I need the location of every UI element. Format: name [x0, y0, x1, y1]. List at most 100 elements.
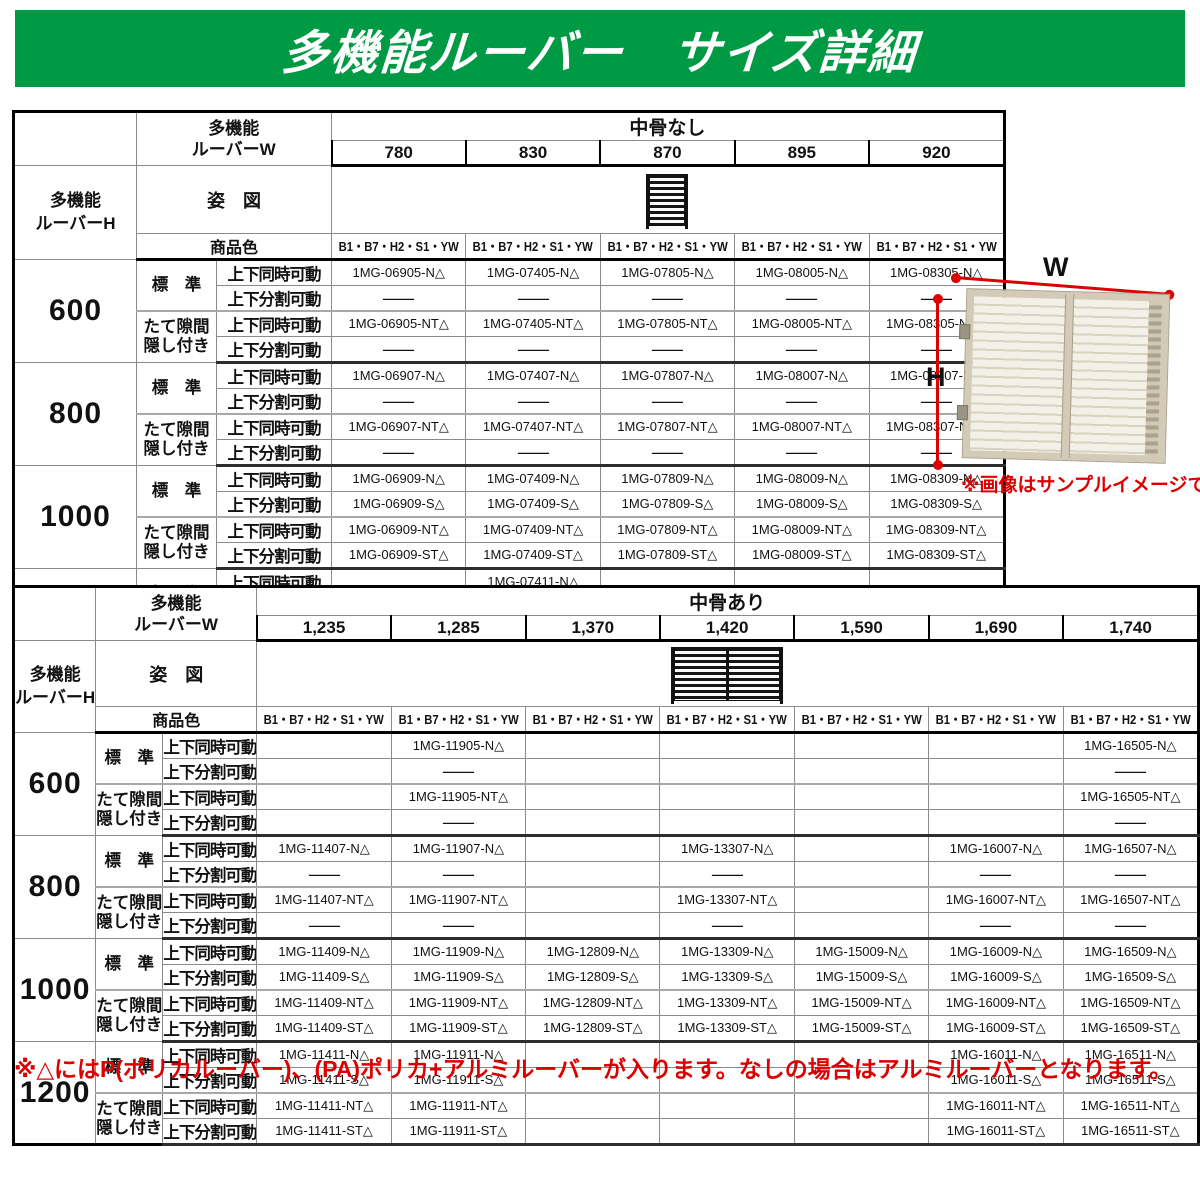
- product-code-cell: 1MG-13309-ST△: [659, 1015, 795, 1043]
- dash-mark: —: [383, 341, 415, 357]
- dash-mark: —: [442, 866, 475, 882]
- product-code-cell: [928, 809, 1064, 837]
- dash-mark: —: [308, 866, 340, 882]
- type-standard-label: 標 準: [95, 1041, 164, 1094]
- product-code-cell: 1MG-16505-NT△: [1062, 783, 1200, 810]
- product-color-label: 商品色: [95, 706, 258, 734]
- product-code-cell: 1MG-11909-N△: [390, 938, 527, 965]
- title-banner: 多機能ルーバー サイズ詳細: [15, 10, 1185, 87]
- product-code-cell: [659, 1092, 795, 1119]
- operation-label: 上下同時可動: [162, 989, 258, 1016]
- product-code-cell: [525, 861, 661, 888]
- product-code-cell: 1MG-07805-N△: [599, 259, 736, 286]
- color-codes: B1・B7・H2・S1・YW: [525, 706, 661, 734]
- product-code-cell: 1MG-08009-S△: [734, 491, 870, 518]
- dash-mark: —: [517, 290, 549, 306]
- product-code-cell: 1MG-16509-ST△: [1062, 1015, 1200, 1043]
- product-code-cell: —: [465, 439, 601, 467]
- product-code-cell: 1MG-07809-S△: [599, 491, 736, 518]
- operation-label: 上下同時可動: [216, 413, 332, 440]
- product-code-cell: [256, 732, 392, 759]
- width-dimension-label: W: [1043, 252, 1069, 282]
- operation-label: 上下分割可動: [162, 1118, 258, 1146]
- product-code-cell: —: [256, 912, 392, 940]
- product-code-cell: [659, 1041, 795, 1068]
- louver-h-line1: 多機能: [50, 191, 101, 211]
- operation-label: 上下同時可動: [162, 732, 258, 759]
- product-code-cell: 1MG-16009-ST△: [928, 1015, 1064, 1043]
- type-gap-line1: たて隙間: [96, 1099, 163, 1118]
- product-code-cell: —: [390, 758, 527, 785]
- product-code-cell: 1MG-11409-N△: [256, 938, 392, 965]
- product-code-cell: [793, 1092, 930, 1119]
- operation-label: 上下分割可動: [162, 1067, 258, 1094]
- operation-label: 上下分割可動: [162, 861, 258, 888]
- corner-blank: [13, 111, 137, 166]
- product-code-cell: [525, 912, 661, 940]
- product-code-cell: 1MG-07405-NT△: [465, 310, 601, 337]
- louver-width-header: 多機能 ルーバーW: [136, 111, 332, 166]
- product-code-cell: 1MG-15009-N△: [793, 938, 930, 965]
- product-code-cell: 1MG-08005-N△: [734, 259, 870, 286]
- product-code-cell: 1MG-08009-N△: [734, 465, 870, 492]
- color-code-text: B1・B7・H2・S1・YW: [741, 240, 862, 254]
- operation-label: 上下分割可動: [162, 912, 258, 940]
- product-code-cell: 1MG-08009-NT△: [734, 516, 870, 543]
- louver-width-header: 多機能 ルーバーW: [95, 586, 258, 641]
- height-dimension-arrow: [932, 294, 943, 470]
- height-dimension-label: H: [926, 362, 946, 392]
- product-code-cell: [928, 732, 1064, 759]
- dash-mark: —: [651, 341, 684, 357]
- type-gap-line2: 隠し付き: [143, 543, 210, 561]
- type-gap-line2: 隠し付き: [96, 810, 163, 828]
- type-gap-hidden-label: たて隙間隠し付き: [136, 310, 217, 363]
- product-code-cell: —: [330, 439, 467, 467]
- product-code-cell: 1MG-13307-N△: [659, 835, 795, 862]
- product-code-cell: [928, 783, 1064, 810]
- color-codes: B1・B7・H2・S1・YW: [256, 706, 392, 734]
- hinge-tab-bottom: [956, 404, 969, 421]
- product-code-cell: [659, 1067, 795, 1094]
- product-code-cell: 1MG-11911-ST△: [390, 1118, 527, 1146]
- product-code-cell: 1MG-16511-ST△: [1062, 1118, 1200, 1146]
- product-code-cell: 1MG-06909-ST△: [330, 542, 467, 570]
- type-gap-line1: たて隙間: [96, 997, 163, 1016]
- product-code-cell: [525, 1041, 661, 1068]
- product-code-cell: [793, 1041, 930, 1068]
- type-standard-label: 標 準: [95, 835, 164, 888]
- type-gap-hidden-label: たて隙間隠し付き: [95, 783, 164, 836]
- height-label: 1200: [12, 1041, 97, 1145]
- product-code-cell: —: [1062, 758, 1200, 785]
- footnote: ※△にはP(ポリカルーバー)、(PA)ポリカ+アルミルーバーが入ります。なしの場…: [14, 1056, 1173, 1082]
- louver-right-frame: [1144, 301, 1163, 456]
- louver-sample-image: [956, 288, 1171, 464]
- operation-label: 上下分割可動: [216, 388, 332, 415]
- type-gap-hidden-label: たて隙間隠し付き: [95, 1092, 164, 1145]
- product-code-cell: 1MG-08007-N△: [734, 362, 870, 389]
- dash-mark: —: [651, 393, 684, 409]
- product-code-cell: 1MG-07407-N△: [465, 362, 601, 389]
- sample-image-block: W H ※画像はサンプルイメージです。: [925, 252, 1200, 497]
- color-code-text: B1・B7・H2・S1・YW: [473, 240, 594, 254]
- type-gap-line1: たて隙間: [143, 524, 210, 543]
- operation-label: 上下同時可動: [162, 886, 258, 913]
- product-code-cell: —: [465, 388, 601, 415]
- operation-label: 上下分割可動: [162, 1015, 258, 1043]
- dash-mark: —: [711, 917, 743, 933]
- product-code-cell: —: [1062, 912, 1200, 940]
- dash-mark: —: [1114, 763, 1146, 779]
- operation-label: 上下分割可動: [162, 809, 258, 837]
- louver-figure-middle-rib: [725, 648, 729, 700]
- product-code-cell: [793, 835, 930, 862]
- product-code-cell: —: [1062, 809, 1200, 837]
- operation-label: 上下同時可動: [162, 1092, 258, 1119]
- type-gap-hidden-label: たて隙間隠し付き: [136, 413, 217, 466]
- product-code-cell: [793, 912, 930, 940]
- product-code-cell: 1MG-07405-N△: [465, 259, 601, 286]
- product-code-cell: —: [734, 388, 870, 415]
- hinge-tab-top: [958, 324, 971, 340]
- product-code-cell: 1MG-16509-NT△: [1062, 989, 1200, 1016]
- dash-mark: —: [1114, 866, 1146, 882]
- product-code-cell: 1MG-11911-S△: [390, 1067, 527, 1094]
- product-code-cell: 1MG-16511-NT△: [1062, 1092, 1200, 1119]
